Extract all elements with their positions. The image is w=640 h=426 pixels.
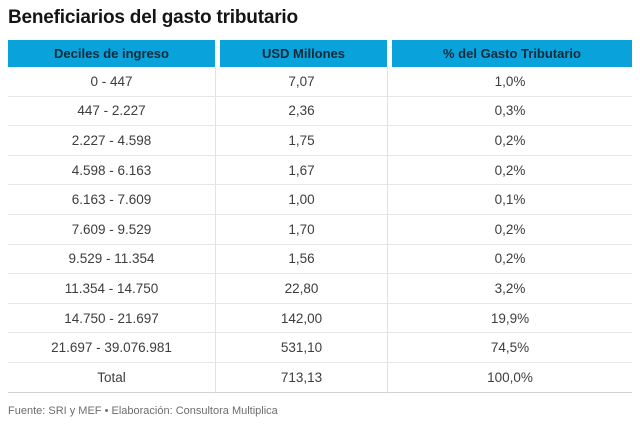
table-row: 14.750 - 21.697 142,00 19,9%: [8, 303, 632, 334]
table-row: 447 - 2.227 2,36 0,3%: [8, 96, 632, 127]
pct-cell: 0,2%: [387, 214, 632, 245]
usd-cell: 713,13: [215, 362, 387, 393]
decil-cell: 2.227 - 4.598: [8, 126, 215, 156]
usd-cell: 1,56: [215, 244, 387, 275]
table-row-total: Total 713,13 100,0%: [8, 362, 632, 393]
usd-cell: 22,80: [215, 274, 387, 304]
table-row: 0 - 447 7,07 1,0%: [8, 67, 632, 97]
table-row: 6.163 - 7.609 1,00 0,1%: [8, 185, 632, 215]
page-title: Beneficiarios del gasto tributario: [8, 7, 298, 28]
table-row: 2.227 - 4.598 1,75 0,2%: [8, 126, 632, 156]
decil-cell: 14.750 - 21.697: [8, 303, 215, 334]
usd-cell: 531,10: [215, 333, 387, 363]
decil-cell: 4.598 - 6.163: [8, 155, 215, 186]
table-row: 11.354 - 14.750 22,80 3,2%: [8, 274, 632, 304]
beneficiarios-table: Deciles de ingreso USD Millones % del Ga…: [8, 40, 632, 393]
pct-cell: 0,2%: [387, 244, 632, 275]
decil-cell: 447 - 2.227: [8, 96, 215, 127]
pct-cell: 3,2%: [387, 274, 632, 304]
usd-cell: 2,36: [215, 96, 387, 127]
pct-cell: 1,0%: [387, 67, 632, 97]
usd-cell: 1,00: [215, 185, 387, 215]
decil-cell: 11.354 - 14.750: [8, 274, 215, 304]
decil-cell: Total: [8, 362, 215, 393]
table-row: 4.598 - 6.163 1,67 0,2%: [8, 155, 632, 186]
table-row: 21.697 - 39.076.981 531,10 74,5%: [8, 333, 632, 363]
pct-cell: 0,2%: [387, 126, 632, 156]
column-header-deciles: Deciles de ingreso: [8, 40, 215, 67]
usd-cell: 1,67: [215, 155, 387, 186]
usd-cell: 1,70: [215, 214, 387, 245]
table-header-row: Deciles de ingreso USD Millones % del Ga…: [8, 40, 632, 67]
usd-cell: 1,75: [215, 126, 387, 156]
pct-cell: 0,2%: [387, 155, 632, 186]
decil-cell: 0 - 447: [8, 67, 215, 97]
decil-cell: 6.163 - 7.609: [8, 185, 215, 215]
pct-cell: 0,3%: [387, 96, 632, 127]
decil-cell: 7.609 - 9.529: [8, 214, 215, 245]
decil-cell: 9.529 - 11.354: [8, 244, 215, 275]
pct-cell: 0,1%: [387, 185, 632, 215]
table-row: 9.529 - 11.354 1,56 0,2%: [8, 244, 632, 275]
pct-cell: 19,9%: [387, 303, 632, 334]
pct-cell: 100,0%: [387, 362, 632, 393]
usd-cell: 7,07: [215, 67, 387, 97]
usd-cell: 142,00: [215, 303, 387, 334]
column-header-pct-gasto: % del Gasto Tributario: [387, 40, 632, 67]
decil-cell: 21.697 - 39.076.981: [8, 333, 215, 363]
table-row: 7.609 - 9.529 1,70 0,2%: [8, 214, 632, 245]
pct-cell: 74,5%: [387, 333, 632, 363]
column-header-usd-millones: USD Millones: [215, 40, 387, 67]
source-note: Fuente: SRI y MEF • Elaboración: Consult…: [8, 404, 278, 417]
page: Beneficiarios del gasto tributario Decil…: [8, 7, 632, 417]
